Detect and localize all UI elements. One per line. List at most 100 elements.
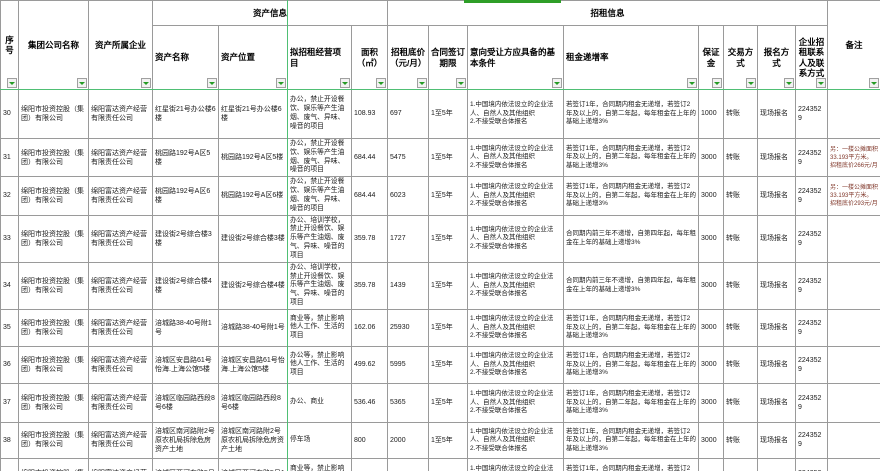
cell-asset_name[interactable]: 涪城区西河东路5号1楼临街6号门面 — [152, 457, 219, 471]
cell-signup[interactable]: 现场报名 — [757, 137, 797, 178]
cell-contact[interactable]: 2243529 — [795, 137, 829, 178]
cell-increase[interactable]: 若签订1年，合同期内租金无递增，若签订2年及以上的，自第二年起，每年租金在上年的… — [563, 382, 700, 423]
cell-base_price[interactable]: 1727 — [387, 214, 430, 263]
col-header-business[interactable]: 拟招租经营项目 — [287, 25, 352, 90]
col-header-trade-method[interactable]: 交易方式 — [723, 25, 759, 90]
col-header-signup-method[interactable]: 报名方式 — [757, 25, 797, 90]
cell-increase[interactable]: 若签订1年，合同期内租金无递增，若签订2年及以上的，自第二年起，每年租金在上年的… — [563, 421, 700, 459]
cell-signup[interactable]: 现场报名 — [757, 382, 797, 423]
filter-dropdown-icon[interactable] — [687, 78, 698, 88]
col-header-increase[interactable]: 租金递增率 — [563, 25, 700, 90]
cell-trade[interactable]: 转账 — [723, 214, 759, 263]
cell-group_company[interactable]: 绵阳市投资控股（集团）有限公司 — [18, 382, 89, 423]
col-header-area[interactable]: 面积（㎡） — [350, 25, 389, 90]
cell-asset_location[interactable]: 涪城区临园路西段8号6楼 — [218, 382, 288, 423]
cell-base_price[interactable]: 6023 — [387, 176, 430, 216]
cell-business[interactable]: 办公，禁止开设餐饮、娱乐等产生油烟、废气、异味、噪音的项目 — [287, 137, 352, 178]
cell-sn[interactable]: 31 — [0, 137, 19, 178]
cell-owner_company[interactable]: 绵阳富达资产经营有限责任公司 — [88, 457, 153, 471]
cell-trade[interactable]: 转账 — [723, 137, 759, 178]
filter-dropdown-icon[interactable] — [7, 78, 17, 88]
cell-sn[interactable]: 35 — [0, 308, 19, 347]
cell-owner_company[interactable]: 绵阳富达资产经营有限责任公司 — [88, 382, 153, 423]
cell-contact[interactable]: 2243529 — [795, 457, 829, 471]
cell-asset_name[interactable]: 红星街21号办公楼6楼 — [152, 89, 219, 139]
cell-conditions[interactable]: 1.中国境内依法设立的企业法人、自然人及其他组织 2.不接受联合体报名 — [467, 137, 565, 178]
cell-deposit[interactable]: 3000 — [698, 382, 725, 423]
cell-contact[interactable]: 2243529 — [795, 382, 829, 423]
cell-remark[interactable] — [827, 382, 880, 423]
cell-owner_company[interactable]: 绵阳富达资产经营有限责任公司 — [88, 345, 153, 384]
cell-deposit[interactable]: 3000 — [698, 214, 725, 263]
cell-signup[interactable]: 现场报名 — [757, 89, 797, 139]
cell-trade[interactable]: 转账 — [723, 421, 759, 459]
col-header-term[interactable]: 合同签订期限 — [428, 25, 469, 90]
cell-owner_company[interactable]: 绵阳富达资产经营有限责任公司 — [88, 421, 153, 459]
col-header-remark[interactable]: 备注 — [827, 0, 880, 90]
cell-business[interactable]: 商业等，禁止影响他人工作、生活的项目 — [287, 457, 352, 471]
cell-asset_location[interactable]: 红星街21号办公楼6楼 — [218, 89, 288, 139]
cell-area[interactable]: 108.93 — [350, 89, 389, 139]
cell-asset_name[interactable]: 桃园路192号A区5楼 — [152, 137, 219, 178]
cell-area[interactable]: 800 — [350, 421, 389, 459]
cell-area[interactable]: 44.64 — [350, 457, 389, 471]
col-header-group-company[interactable]: 集团公司名称 — [18, 0, 89, 90]
cell-term[interactable]: 1至5年 — [428, 89, 469, 139]
cell-remark[interactable]: 另：一楼公摊面积33.193平方米。招租底价266元/月 — [827, 137, 880, 178]
cell-business[interactable]: 停车场 — [287, 421, 352, 459]
cell-signup[interactable]: 现场报名 — [757, 421, 797, 459]
cell-remark[interactable] — [827, 261, 880, 310]
cell-group_company[interactable]: 绵阳市投资控股（集团）有限公司 — [18, 261, 89, 310]
cell-term[interactable]: 1至5年 — [428, 421, 469, 459]
cell-asset_location[interactable]: 桃园路192号A区6楼 — [218, 176, 288, 216]
cell-area[interactable]: 499.62 — [350, 345, 389, 384]
cell-sn[interactable]: 30 — [0, 89, 19, 139]
filter-dropdown-icon[interactable] — [340, 78, 350, 88]
cell-conditions[interactable]: 1.中国境内依法设立的企业法人、自然人及其他组织 2.不接受联合体报名 — [467, 308, 565, 347]
cell-increase[interactable]: 若签订1年，合同期内租金无递增，若签订2年及以上的，自第二年起，每年租金在上年的… — [563, 137, 700, 178]
cell-sn[interactable]: 39 — [0, 457, 19, 471]
filter-dropdown-icon[interactable] — [417, 78, 428, 88]
cell-asset_name[interactable]: 涪城区南河路附2号原农机局拆除危房资产土地 — [152, 421, 219, 459]
cell-increase[interactable]: 若签订1年，合同期内租金无递增，若签订2年及以上的，自第二年起，每年租金在上年的… — [563, 457, 700, 471]
cell-sn[interactable]: 33 — [0, 214, 19, 263]
col-header-deposit[interactable]: 保证金 — [698, 25, 725, 90]
cell-remark[interactable] — [827, 457, 880, 471]
cell-owner_company[interactable]: 绵阳富达资产经营有限责任公司 — [88, 89, 153, 139]
cell-sn[interactable]: 34 — [0, 261, 19, 310]
cell-increase[interactable]: 若签订1年，合同期内租金无递增，若签订2年及以上的，自第二年起，每年租金在上年的… — [563, 89, 700, 139]
col-header-asset-location[interactable]: 资产位置 — [218, 25, 288, 90]
filter-dropdown-icon[interactable] — [784, 78, 795, 88]
cell-asset_location[interactable]: 涪城区南河路附2号原农机局拆除危房资产土地 — [218, 421, 288, 459]
cell-increase[interactable]: 合同期内前三年不递增，自第四年起，每年租金在上年的基础上递增3% — [563, 214, 700, 263]
cell-asset_location[interactable]: 涪城区西河东路5号1楼临街6号门面 — [218, 457, 288, 471]
cell-contact[interactable]: 2243529 — [795, 214, 829, 263]
cell-contact[interactable]: 2243529 — [795, 176, 829, 216]
cell-deposit[interactable]: 3000 — [698, 345, 725, 384]
cell-remark[interactable] — [827, 89, 880, 139]
cell-deposit[interactable]: 3000 — [698, 137, 725, 178]
cell-trade[interactable]: 转账 — [723, 382, 759, 423]
cell-group_company[interactable]: 绵阳市投资控股（集团）有限公司 — [18, 214, 89, 263]
cell-remark[interactable] — [827, 214, 880, 263]
filter-dropdown-icon[interactable] — [456, 78, 467, 88]
cell-sn[interactable]: 32 — [0, 176, 19, 216]
cell-signup[interactable]: 现场报名 — [757, 345, 797, 384]
cell-group_company[interactable]: 绵阳市投资控股（集团）有限公司 — [18, 137, 89, 178]
cell-business[interactable]: 办公、商业 — [287, 382, 352, 423]
cell-conditions[interactable]: 1.中国境内依法设立的企业法人、自然人及其他组织 2.不接受联合体报名 — [467, 382, 565, 423]
cell-base_price[interactable]: 2000 — [387, 421, 430, 459]
cell-owner_company[interactable]: 绵阳富达资产经营有限责任公司 — [88, 261, 153, 310]
cell-term[interactable]: 1至5年 — [428, 214, 469, 263]
cell-asset_name[interactable]: 涪城区临园路西段8号6楼 — [152, 382, 219, 423]
cell-business[interactable]: 办公等，禁止影响他人工作、生活的项目 — [287, 345, 352, 384]
filter-dropdown-icon[interactable] — [552, 78, 563, 88]
cell-trade[interactable]: 转账 — [723, 345, 759, 384]
cell-contact[interactable]: 2243529 — [795, 308, 829, 347]
cell-trade[interactable]: 转账 — [723, 308, 759, 347]
cell-contact[interactable]: 2243529 — [795, 345, 829, 384]
cell-owner_company[interactable]: 绵阳富达资产经营有限责任公司 — [88, 214, 153, 263]
cell-area[interactable]: 359.78 — [350, 261, 389, 310]
col-header-contact[interactable]: 企业招租联系人及联系方式 — [795, 25, 829, 90]
filter-dropdown-icon[interactable] — [276, 78, 286, 88]
